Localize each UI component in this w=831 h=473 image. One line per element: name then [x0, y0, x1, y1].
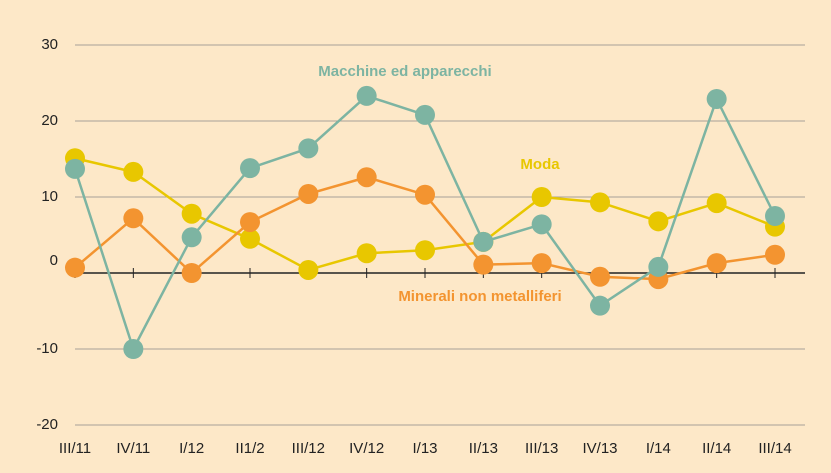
point — [706, 253, 727, 274]
point — [473, 254, 494, 275]
point — [590, 295, 610, 316]
point — [706, 193, 727, 214]
series-label: Moda — [520, 156, 560, 173]
y-tick-label: 30 — [41, 36, 58, 53]
point — [181, 227, 202, 248]
x-tick-label: III/13 — [525, 440, 558, 457]
point — [181, 203, 202, 224]
y-tick-label: 0 — [50, 252, 58, 269]
point — [298, 183, 319, 204]
point — [415, 104, 435, 125]
point — [123, 339, 144, 359]
point — [473, 231, 494, 252]
point — [531, 253, 552, 274]
x-tick-label: II/14 — [702, 440, 731, 457]
series-label: Minerali non metalliferi — [398, 288, 561, 305]
series-line — [73, 94, 777, 353]
point — [123, 208, 144, 229]
point — [356, 167, 377, 188]
point — [181, 263, 202, 283]
point — [531, 214, 552, 235]
x-tick-label: IV/11 — [116, 440, 150, 457]
point — [415, 240, 435, 261]
point — [590, 192, 610, 213]
point — [65, 257, 85, 278]
point — [765, 206, 785, 226]
point — [706, 88, 727, 109]
point — [240, 212, 260, 233]
x-tick-label: III/11 — [59, 440, 91, 457]
point — [65, 158, 85, 179]
y-tick-label: 20 — [41, 112, 58, 129]
point — [590, 266, 610, 287]
point — [298, 259, 319, 280]
x-tick-label: IV/12 — [349, 440, 384, 457]
y-tick-label: -10 — [36, 340, 58, 357]
x-tick-label: II1/2 — [235, 440, 264, 457]
point — [240, 228, 260, 249]
x-tick-label: I/13 — [412, 440, 437, 457]
point — [356, 85, 377, 106]
x-tick-label: III/12 — [292, 440, 325, 457]
x-tick-label: I/12 — [179, 440, 204, 457]
x-tick-label: III/14 — [758, 440, 791, 457]
y-tick-label: 10 — [41, 188, 58, 205]
series-label: Macchine ed apparecchi — [318, 63, 491, 80]
y-tick-label: -20 — [36, 416, 58, 433]
x-tick-label: I/14 — [646, 440, 671, 457]
point — [765, 244, 785, 265]
point — [531, 187, 552, 207]
point — [298, 138, 319, 159]
x-tick-label: IV/13 — [582, 440, 617, 457]
point — [648, 256, 669, 277]
point — [240, 158, 260, 179]
point — [123, 161, 144, 182]
x-tick-label: II/13 — [469, 440, 498, 457]
point — [415, 184, 435, 205]
point — [648, 211, 669, 232]
point — [356, 243, 377, 264]
